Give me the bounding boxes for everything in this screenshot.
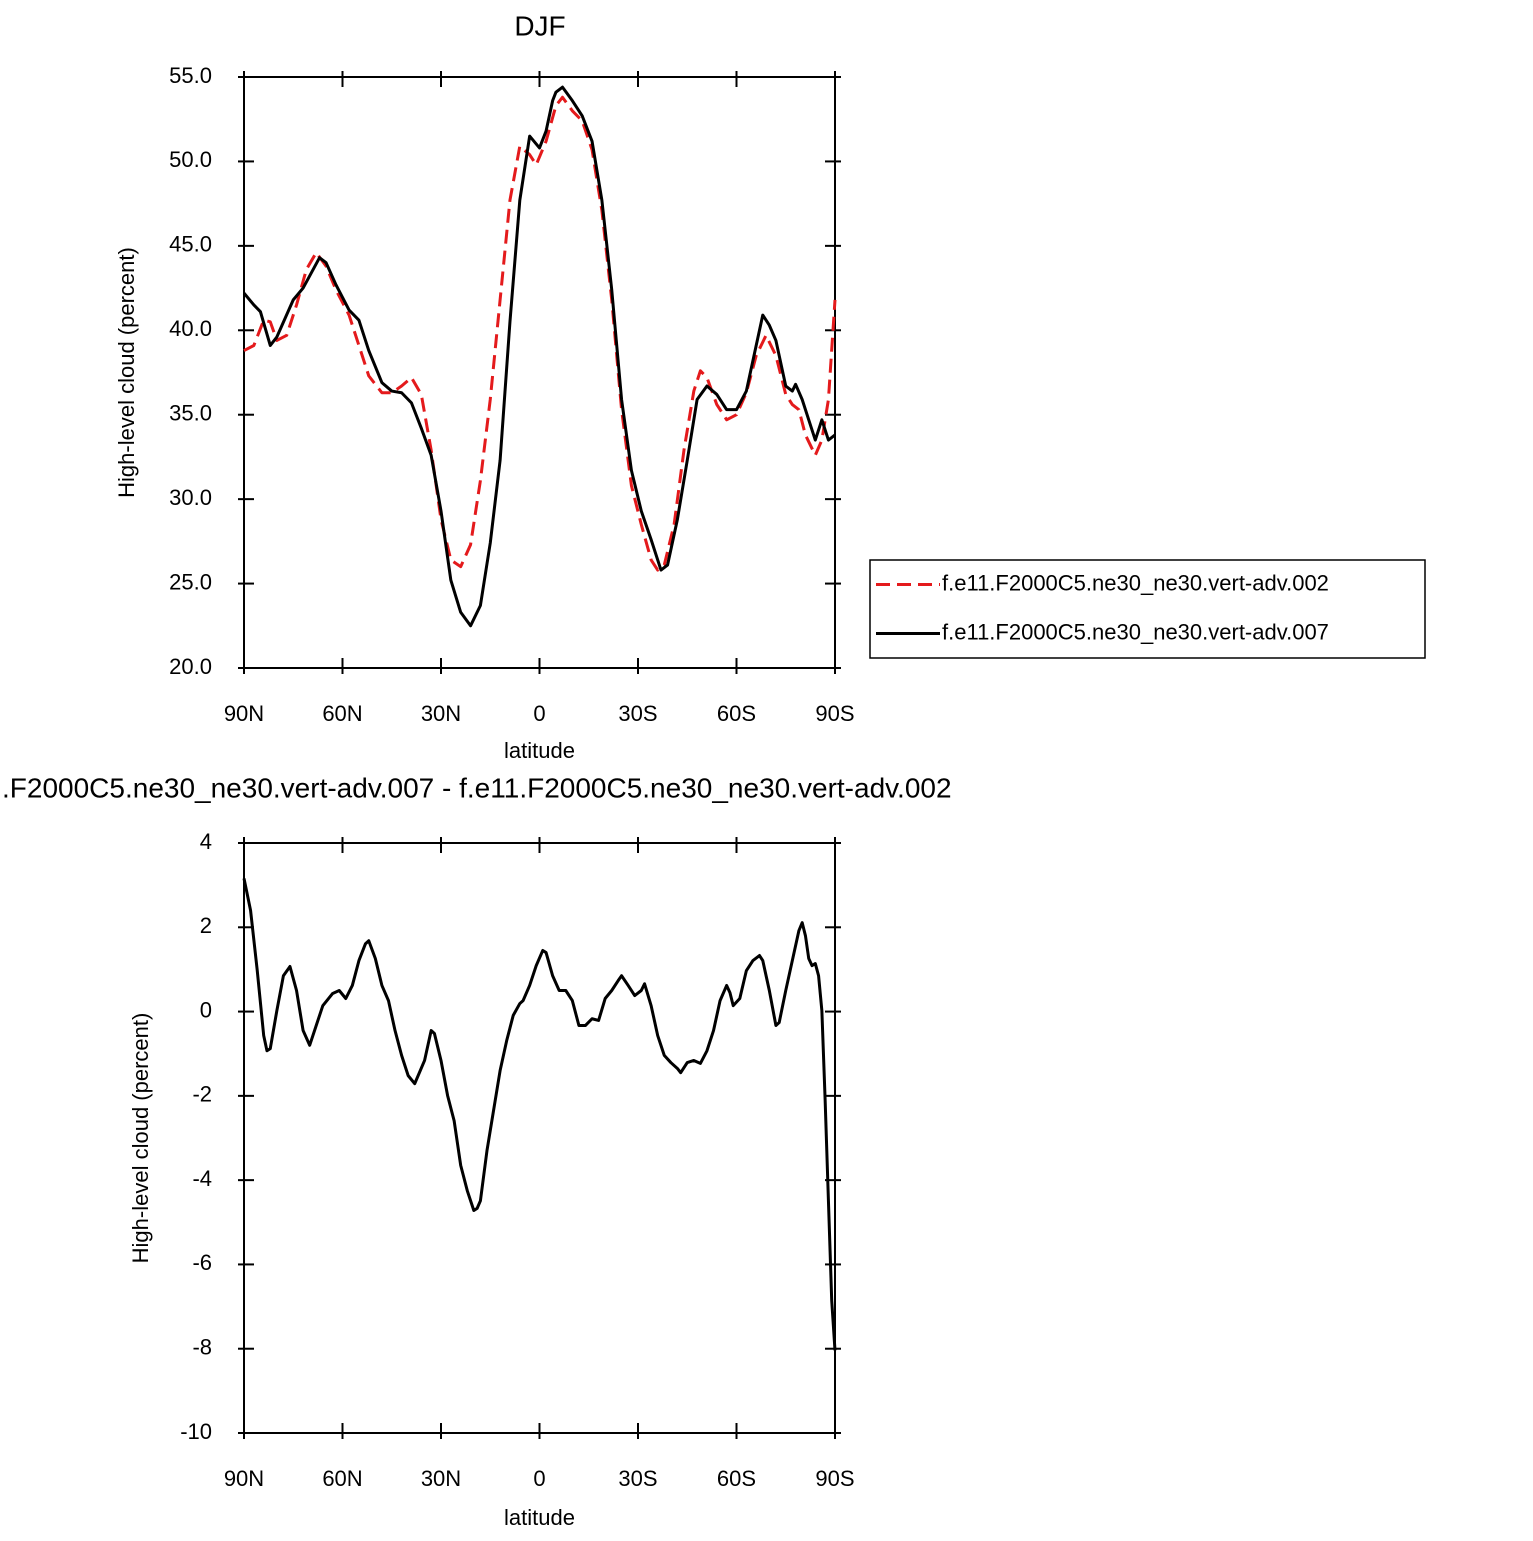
x-tick-label: 60S [717, 701, 756, 726]
y-tick-label: 45.0 [169, 232, 212, 257]
y-tick-label: 50.0 [169, 147, 212, 172]
plot-frame [243, 76, 836, 669]
x-tick-label: 90S [815, 701, 854, 726]
y-tick-label: 0 [200, 997, 212, 1022]
y-tick-label: -6 [192, 1250, 212, 1275]
y-axis-label: High-level cloud (percent) [114, 247, 139, 498]
chart-title: .F2000C5.ne30_ne30.vert-adv.007 - f.e11.… [2, 772, 952, 803]
x-tick-label: 90S [815, 1466, 854, 1491]
x-tick-label: 60N [322, 701, 362, 726]
data-line [243, 95, 837, 572]
y-tick-label: 40.0 [169, 316, 212, 341]
x-tick-label: 0 [533, 701, 545, 726]
legend-label: f.e11.F2000C5.ne30_ne30.vert-adv.002 [942, 570, 1329, 595]
data-line [242, 85, 836, 628]
x-tick-label: 90N [224, 1466, 264, 1491]
y-tick-label: 35.0 [169, 401, 212, 426]
x-tick-label: 30S [618, 1466, 657, 1491]
x-tick-label: 30N [421, 1466, 461, 1491]
y-tick-label: -8 [192, 1335, 212, 1360]
x-axis-label: latitude [504, 738, 575, 763]
y-tick-label: 20.0 [169, 654, 212, 679]
legend-label: f.e11.F2000C5.ne30_ne30.vert-adv.007 [942, 619, 1329, 644]
x-tick-label: 60S [717, 1466, 756, 1491]
y-tick-label: 4 [200, 829, 212, 854]
x-tick-label: 30N [421, 701, 461, 726]
legend-box [869, 559, 1426, 659]
y-tick-label: -4 [192, 1166, 212, 1191]
x-tick-label: 60N [322, 1466, 362, 1491]
y-tick-label: 25.0 [169, 569, 212, 594]
y-axis-label: High-level cloud (percent) [128, 1013, 153, 1264]
plot-frame [243, 842, 836, 1434]
y-tick-label: -2 [192, 1082, 212, 1107]
y-tick-label: 30.0 [169, 485, 212, 510]
x-tick-label: 0 [533, 1466, 545, 1491]
x-axis-label: latitude [504, 1505, 575, 1530]
y-tick-label: 55.0 [169, 63, 212, 88]
y-tick-label: 2 [200, 913, 212, 938]
x-tick-label: 30S [618, 701, 657, 726]
y-tick-label: -10 [180, 1419, 212, 1444]
data-line [242, 878, 837, 1351]
chart-title: DJF [514, 10, 565, 41]
x-tick-label: 90N [224, 701, 264, 726]
